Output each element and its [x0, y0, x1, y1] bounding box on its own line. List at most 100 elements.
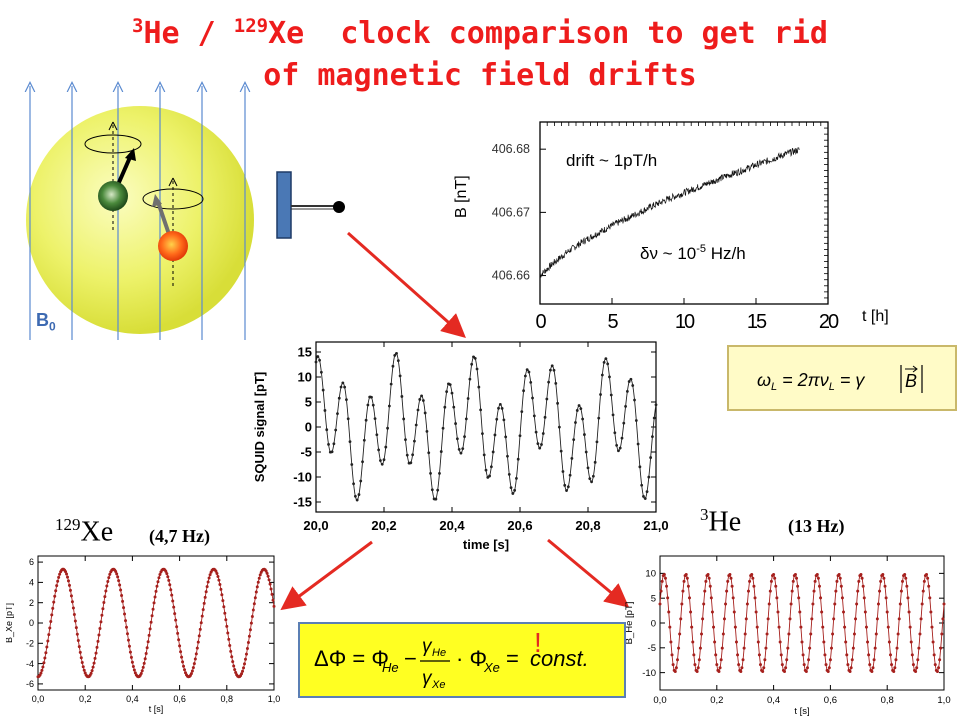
xe-data-point: [182, 664, 186, 668]
squid-data-point: [318, 358, 321, 362]
he-data-point: [890, 663, 894, 667]
squid-data-point: [443, 405, 447, 409]
he-data-point: [885, 610, 889, 614]
he-x-tick-label: 0,6: [824, 695, 837, 706]
he-data-point: [899, 589, 903, 593]
xe-data-point: [249, 621, 253, 625]
he-data-point: [718, 666, 722, 670]
squid-data-point: [606, 362, 610, 366]
he-data-point: [763, 658, 767, 662]
xe-data-point: [142, 661, 146, 665]
he-data-point: [726, 579, 730, 583]
xe-y-tick-label: 0: [29, 618, 34, 628]
he-data-point: [838, 576, 842, 580]
xe-y-tick-label: 2: [29, 598, 34, 608]
he-data-point: [919, 617, 923, 621]
squid-data-point: [375, 433, 379, 437]
he-data-point: [734, 640, 738, 644]
he-data-point: [679, 617, 683, 621]
xe-symbol: Xe: [80, 516, 114, 548]
he-data-point: [704, 579, 708, 583]
xe-data-point: [80, 661, 84, 665]
he-y-tick-label: -10: [642, 668, 656, 679]
he-data-point: [675, 658, 679, 662]
squid-data-point: [459, 451, 463, 455]
drift-plot-frame: [539, 121, 829, 305]
he-data-point: [767, 602, 771, 606]
xe-data-point: [148, 627, 152, 631]
he-data-point: [737, 663, 741, 667]
xe-data-point: [48, 626, 52, 630]
xe-data-point: [121, 599, 125, 603]
he-x-tick-label: 0,8: [881, 695, 894, 706]
drift-chart: 0 5 10 15 20 406.66 406.67 406.68 t [h] B [nT] dri…: [453, 121, 889, 333]
xe-data-point: [104, 589, 108, 593]
he-data-point: [713, 640, 717, 644]
squid-data-point: [387, 404, 391, 408]
xe-data-point: [82, 668, 86, 672]
he-data-point: [873, 646, 877, 650]
he-data-point: [860, 576, 864, 580]
he-data-point: [680, 602, 684, 606]
he-data-point: [871, 666, 875, 670]
xe-data-point: [219, 587, 223, 591]
squid-data-point: [425, 429, 429, 433]
he-data-point: [925, 573, 929, 577]
xe-data-point: [93, 656, 97, 660]
dnu-annotation-exponent: -5: [696, 243, 706, 255]
he-data-point: [929, 610, 933, 614]
xe-plot-frame: [37, 555, 275, 691]
xe-data-point: [165, 572, 169, 576]
xe-frequency: (4,7 Hz): [149, 526, 210, 546]
he-data-point: [662, 573, 666, 577]
xe-data-point: [258, 573, 262, 577]
he-data-point: [844, 640, 848, 644]
squid-data-point: [473, 357, 477, 360]
he-data-point: [816, 576, 820, 580]
he-data-point: [707, 576, 711, 580]
he-data-point: [658, 602, 662, 606]
xe-y-tick-label: 4: [29, 578, 34, 588]
squid-data-point: [420, 394, 423, 398]
xe-data-point: [58, 572, 62, 576]
xe-data-point: [164, 569, 168, 573]
squid-data-point: [481, 432, 484, 436]
svg-text:He: He: [432, 647, 446, 659]
he-data-point: [817, 584, 821, 588]
squid-data-point: [319, 370, 323, 374]
xe-data-point: [218, 582, 222, 586]
he-data-point: [935, 669, 939, 673]
xe-data-point: [231, 660, 235, 664]
xe-data-point: [269, 587, 273, 591]
he-data-point: [922, 579, 926, 583]
he-data-point: [801, 653, 805, 657]
he-y-axis-label: B_He [pT]: [624, 602, 635, 645]
squid-data-point: [534, 430, 538, 434]
squid-data-point: [511, 492, 515, 495]
xe-data-point: [103, 595, 107, 599]
slide-title-line2: of magnetic field drifts: [263, 58, 697, 93]
squid-data-point: [405, 453, 409, 457]
he-data-point: [800, 640, 804, 644]
squid-data-point: [482, 453, 486, 457]
xe-data-point: [202, 601, 206, 605]
squid-data-point: [547, 380, 551, 384]
he-data-point: [671, 663, 675, 667]
he-data-point: [755, 625, 759, 629]
he-data-point: [820, 610, 824, 614]
squid-data-point: [475, 367, 479, 371]
he-data-point: [751, 576, 755, 580]
squid-data-point: [506, 454, 509, 458]
xe-data-point: [76, 639, 80, 643]
he-data-point: [764, 646, 768, 650]
squid-data-point: [568, 473, 572, 477]
squid-data-point: [574, 421, 577, 424]
xe-data-point: [205, 585, 209, 589]
he-data-point: [833, 602, 837, 606]
xe-data-point: [132, 668, 136, 672]
squid-data-point: [563, 483, 567, 487]
squid-x-tick-label: 20,4: [439, 518, 465, 533]
he-x-tick-label: 0,4: [767, 695, 780, 706]
squid-data-point: [357, 493, 361, 496]
xe-data-point: [140, 669, 144, 673]
